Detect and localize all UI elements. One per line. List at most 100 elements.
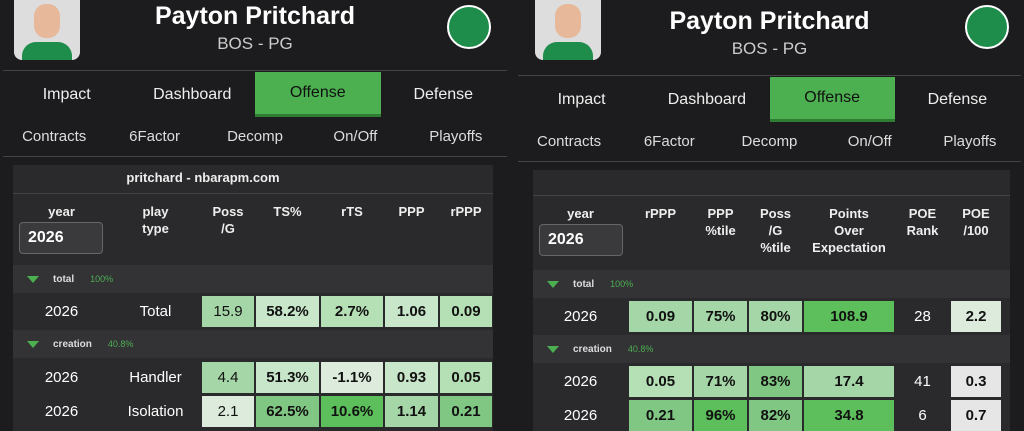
table-cell: 51.3%	[255, 361, 320, 394]
player-jersey	[543, 42, 593, 60]
table-cell: 34.8	[803, 399, 895, 431]
divider	[3, 156, 507, 157]
sub-tab[interactable]: Contracts	[22, 128, 87, 145]
player-photo	[535, 0, 601, 60]
sub-tab[interactable]: 6Factor	[129, 128, 181, 145]
expand-arrow[interactable]	[27, 340, 39, 348]
table-cell: 2026	[44, 369, 79, 386]
table-cell: 80%	[748, 300, 803, 333]
table-cell: -1.1%	[320, 361, 384, 394]
sub-tab[interactable]: On/Off	[847, 133, 892, 150]
year-input[interactable]: 2026	[539, 224, 623, 256]
table-cell: 0.21	[628, 399, 693, 431]
expand-arrow[interactable]	[547, 280, 559, 288]
column-header: PPP	[398, 204, 425, 219]
table-cell: 2026	[563, 407, 598, 424]
tab[interactable]: Offense	[769, 77, 895, 122]
sub-tab[interactable]: 6Factor	[643, 133, 695, 150]
table-cell: 108.9	[803, 300, 895, 333]
table-cell: 0.21	[439, 395, 493, 428]
table-cell: 71%	[693, 365, 748, 398]
column-header: TS%	[273, 204, 302, 219]
column-header: rPPP	[644, 206, 677, 221]
table-cell: 0.09	[439, 295, 493, 328]
table-cell: 0.7	[950, 399, 1002, 431]
divider	[518, 161, 1021, 162]
column-header: play type	[142, 204, 169, 236]
column-header: POE /100	[962, 206, 990, 238]
table-cell: 0.05	[628, 365, 693, 398]
divider	[13, 193, 493, 194]
table-cell: 2026	[44, 403, 79, 420]
group-share: 40.8%	[107, 339, 134, 349]
table-cell: Total	[139, 303, 172, 320]
tab[interactable]: Defense	[413, 85, 474, 103]
group-row: creation 40.8%	[533, 335, 1010, 363]
expand-arrow[interactable]	[27, 275, 39, 283]
group-name: total	[573, 278, 595, 290]
tab[interactable]: Offense	[255, 72, 381, 117]
group-name: total	[53, 273, 75, 285]
player-jersey	[22, 42, 72, 60]
table-cell: 2026	[563, 308, 598, 325]
player-team: BOS - PG	[217, 34, 293, 53]
column-header: Poss /G	[212, 204, 244, 236]
table-cell: 15.9	[201, 295, 255, 328]
table-cell: 75%	[693, 300, 748, 333]
table-cell: 10.6%	[320, 395, 384, 428]
table-cell: 41	[914, 373, 931, 390]
year-input[interactable]: 2026	[19, 222, 103, 254]
table-cell: 2026	[44, 303, 79, 320]
table-cell: 82%	[748, 399, 803, 431]
table-cell: 62.5%	[255, 395, 320, 428]
column-header: PPP %tile	[705, 206, 736, 238]
group-row: total 100%	[13, 265, 493, 293]
divider	[518, 75, 1021, 76]
table-cell: 1.06	[384, 295, 439, 328]
sub-tab[interactable]: On/Off	[333, 128, 378, 145]
table-cell: 0.05	[439, 361, 493, 394]
table-cell: 1.14	[384, 395, 439, 428]
player-name: Payton Pritchard	[154, 2, 356, 30]
tab[interactable]: Impact	[557, 90, 606, 108]
sub-tab[interactable]: Decomp	[227, 128, 283, 145]
table-cell: 0.3	[950, 365, 1002, 398]
sub-tab[interactable]: Playoffs	[429, 128, 483, 145]
sub-tab[interactable]: Contracts	[536, 133, 602, 150]
tab[interactable]: Impact	[42, 85, 91, 103]
tab[interactable]: Dashboard	[153, 85, 232, 103]
table-cell: 2.1	[201, 395, 255, 428]
table-cell: 58.2%	[255, 295, 320, 328]
tab[interactable]: Dashboard	[667, 90, 747, 108]
group-share: 40.8%	[627, 344, 654, 354]
column-header: Poss /G %tile	[759, 206, 792, 255]
sub-tab[interactable]: Playoffs	[943, 133, 997, 150]
table-cell: 83%	[748, 365, 803, 398]
tab[interactable]: Defense	[927, 90, 988, 108]
column-header: rPPP	[450, 204, 482, 219]
table-cell: 28	[914, 308, 931, 325]
group-name: creation	[53, 338, 92, 350]
group-row: creation 40.8%	[13, 330, 493, 358]
table-cell: 6	[918, 407, 927, 424]
table-cell: Handler	[129, 369, 182, 386]
expand-arrow[interactable]	[547, 345, 559, 353]
table-cell: 2026	[563, 373, 598, 390]
column-header: year	[48, 204, 75, 219]
table-cell: 2.2	[950, 300, 1002, 333]
column-header: year	[567, 206, 594, 221]
column-header: Points Over Expectation	[812, 206, 886, 255]
table-cell: 4.4	[201, 361, 255, 394]
player-name: Payton Pritchard	[669, 7, 870, 35]
group-share: 100%	[610, 279, 634, 289]
team-logo	[447, 5, 491, 49]
group-share: 100%	[90, 274, 114, 284]
column-header: rTS	[341, 204, 363, 219]
table-cell: 96%	[693, 399, 748, 431]
divider	[533, 195, 1010, 196]
player-photo	[14, 0, 80, 60]
table-cell: Isolation	[127, 403, 184, 420]
sub-tab[interactable]: Decomp	[741, 133, 798, 150]
group-name: creation	[573, 343, 612, 355]
